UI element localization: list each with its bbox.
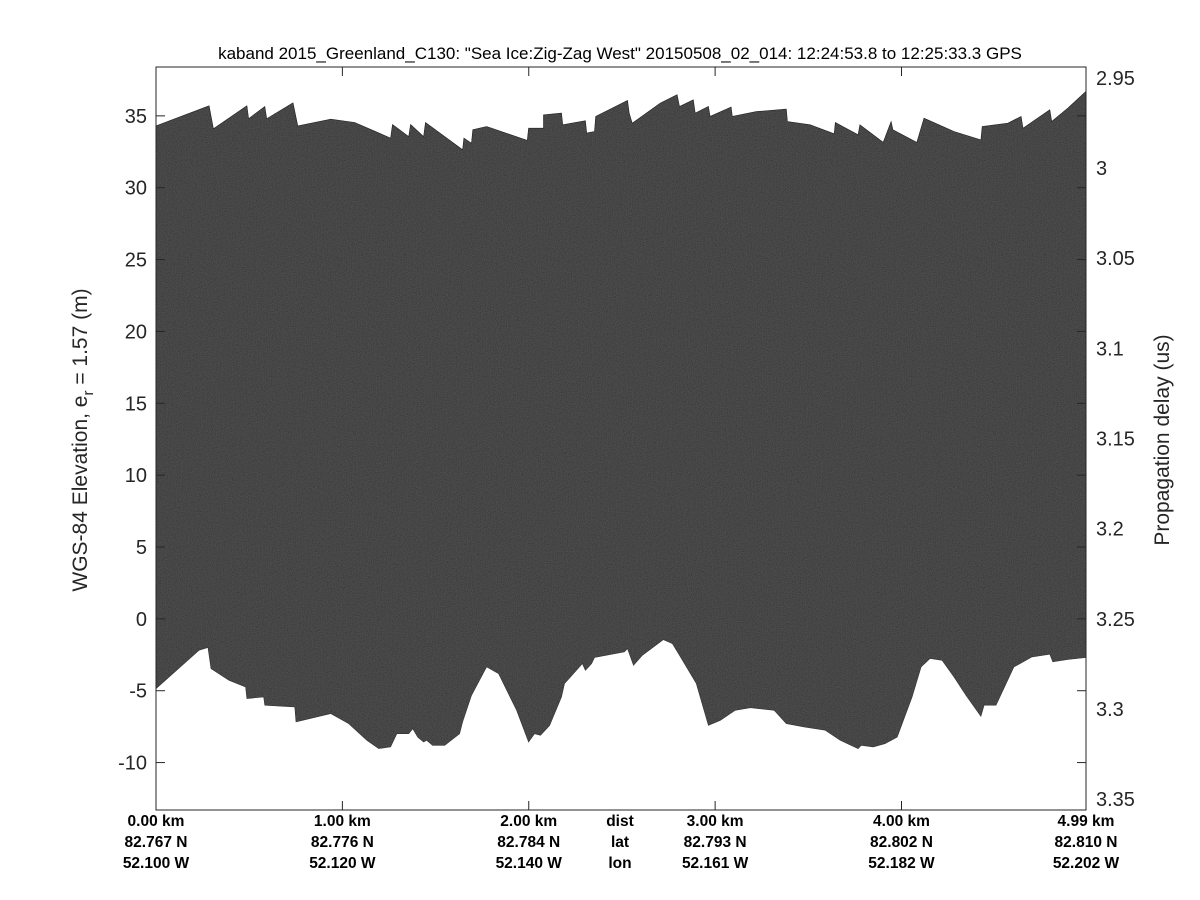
left-y-axis-label: WGS-84 Elevation, er = 1.57 (m) [69,288,97,591]
left-tick-label: 10 [125,465,147,487]
right-tick-label: 3.2 [1096,519,1124,541]
x-tick-dist-label: 1.00 km [314,813,371,830]
left-tick-label: 20 [125,321,147,343]
right-tick-label: 3.25 [1096,609,1135,631]
x-tick-dist-label: 4.99 km [1058,813,1115,830]
left-tick-label: 35 [125,106,147,128]
left-tick-label: -5 [129,681,147,703]
right-tick-label: 3 [1096,158,1107,180]
left-tick-label: 5 [136,537,147,559]
x-tick-lat-label: 82.793 N [684,834,747,851]
x-tick-lon-label: 52.182 W [868,855,935,872]
right-y-axis-label: Propagation delay (us) [1151,334,1174,545]
plot-area [155,66,1087,811]
x-tick-dist-label: 3.00 km [687,813,744,830]
chart-title: kaband 2015_Greenland_C130: "Sea Ice:Zig… [218,44,1022,63]
left-tick-label: 0 [136,609,147,631]
x-tick-lon-label: 52.120 W [309,855,376,872]
left-tick-label: 15 [125,393,147,415]
left-tick-label: -10 [118,753,147,775]
row-label-lon: lon [608,855,631,872]
x-tick-dist-label: 4.00 km [873,813,930,830]
x-tick-lon-label: 52.202 W [1053,855,1120,872]
echogram-region [156,91,1086,749]
row-label-lat: lat [611,834,629,851]
left-tick-label: 30 [125,178,147,200]
right-tick-label: 3.3 [1096,699,1124,721]
left-y-ticks: 35 30 25 20 15 10 5 0 -5 -10 [118,106,1086,775]
x-tick-lon-label: 52.161 W [682,855,749,872]
x-tick-lat-label: 82.776 N [311,834,374,851]
right-tick-label: 3.1 [1096,338,1124,360]
right-tick-label: 3.35 [1096,789,1135,811]
axes-box [155,66,1087,811]
x-tick-dist-label: 2.00 km [500,813,557,830]
x-tick-lat-label: 82.810 N [1055,834,1118,851]
right-tick-label: 3.05 [1096,248,1135,270]
x-tick-lon-label: 52.100 W [123,855,190,872]
right-y-ticks: 2.95 3 3.05 3.1 3.15 3.2 3.25 3.3 3.35 [1096,68,1135,811]
row-label-dist: dist [606,813,634,830]
surface-top-boundary [155,91,1087,151]
left-tick-label: 25 [125,250,147,272]
right-tick-label: 2.95 [1096,68,1135,90]
x-tick-lon-label: 52.140 W [496,855,563,872]
x-tick-dist-label: 0.00 km [128,813,185,830]
x-tick-lat-label: 82.784 N [497,834,560,851]
right-tick-label: 3.15 [1096,429,1135,451]
bottom-boundary [155,639,1087,749]
x-tick-lat-label: 82.802 N [870,834,933,851]
x-tick-lat-label: 82.767 N [125,834,188,851]
